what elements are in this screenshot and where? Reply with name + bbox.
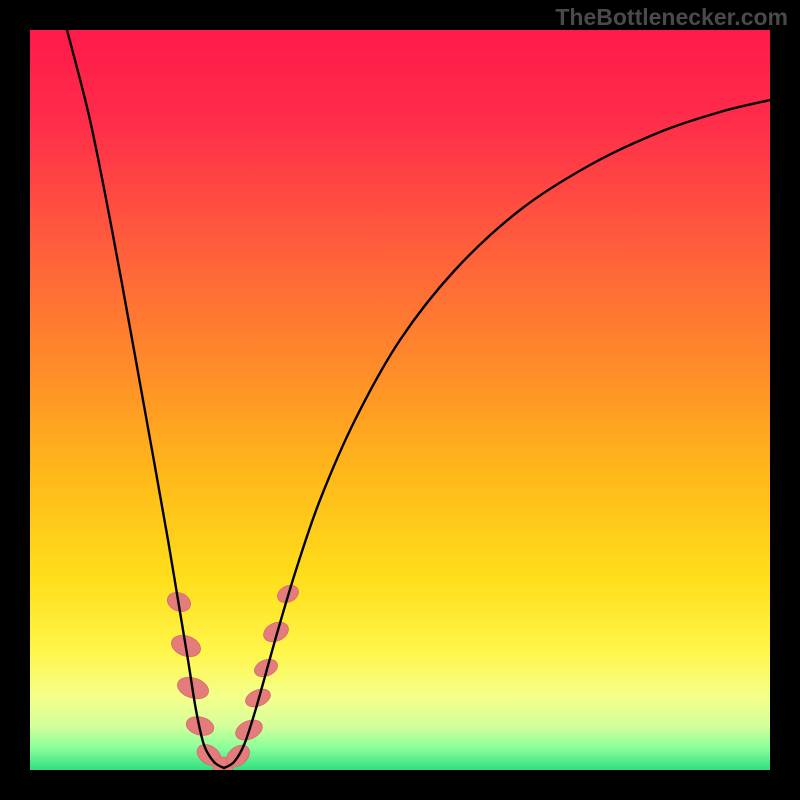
bottleneck-chart: TheBottlenecker.com [0, 0, 800, 800]
chart-svg [0, 0, 800, 800]
watermark-text: TheBottlenecker.com [555, 4, 788, 31]
chart-background [30, 30, 770, 770]
